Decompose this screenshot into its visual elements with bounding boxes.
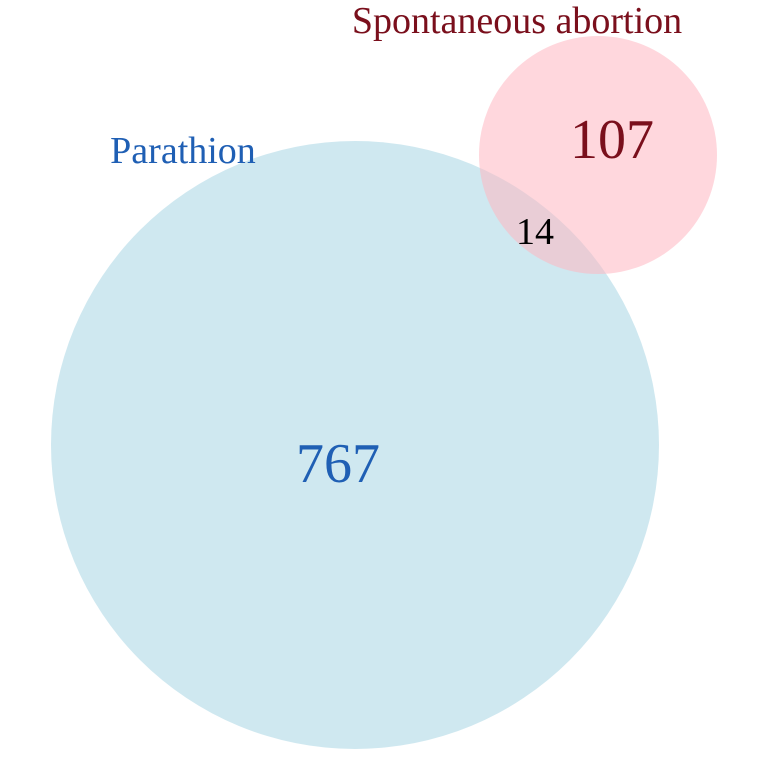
spontaneous-abortion-only-count: 107	[570, 109, 654, 171]
parathion-label: Parathion	[110, 130, 256, 172]
parathion-only-count: 767	[296, 433, 380, 495]
spontaneous-abortion-circle	[479, 36, 717, 274]
spontaneous-abortion-label: Spontaneous abortion	[352, 0, 682, 42]
parathion-circle	[51, 141, 659, 749]
intersection-count: 14	[516, 211, 554, 253]
